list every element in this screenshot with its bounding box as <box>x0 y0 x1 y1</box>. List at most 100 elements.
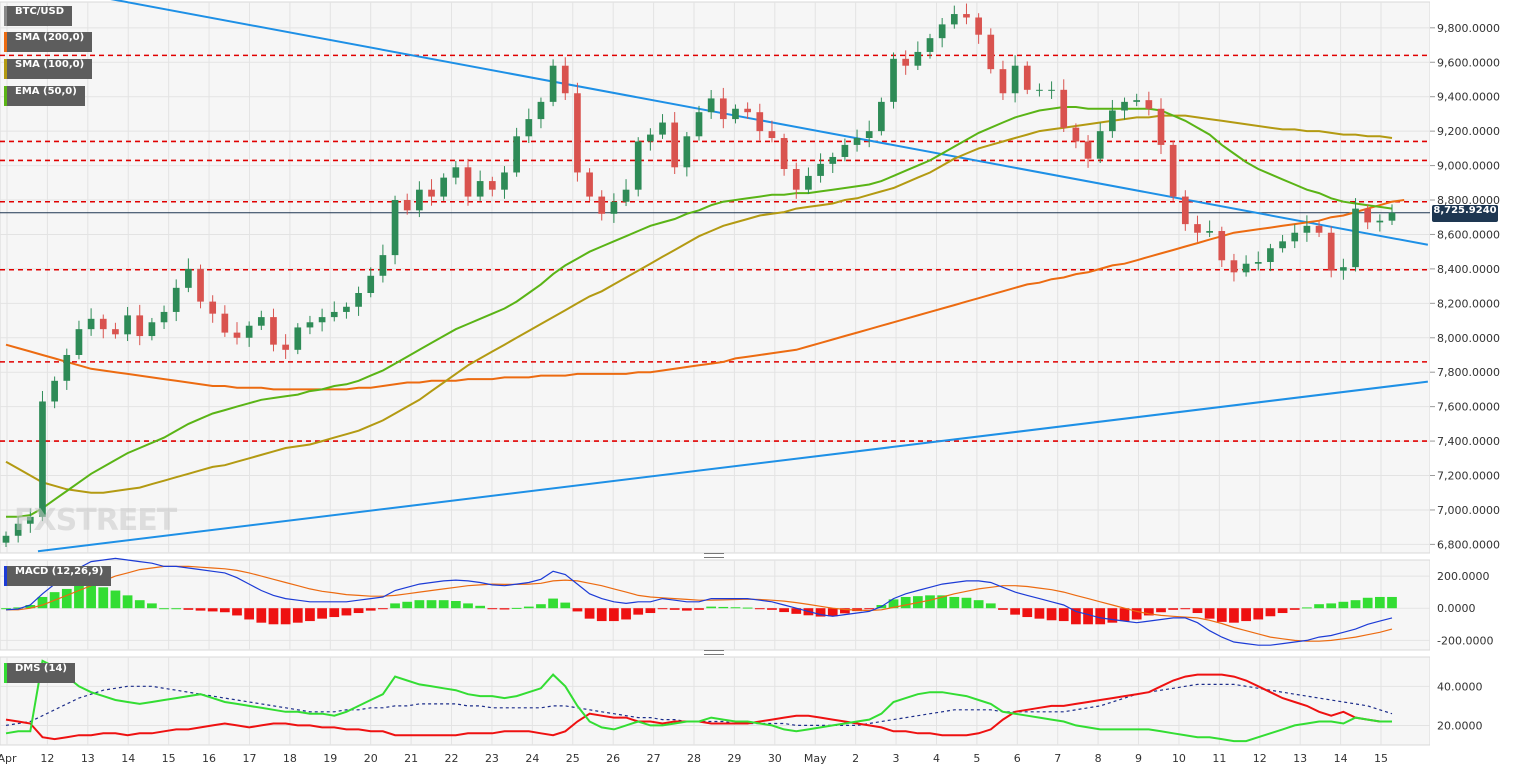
candle-body-59 <box>719 98 727 120</box>
candle-body-92 <box>1121 101 1128 111</box>
macd-hist-bar-111 <box>1350 600 1361 609</box>
macd-hist-bar-44 <box>536 604 546 609</box>
candle-body-39 <box>476 181 484 197</box>
candle-body-54 <box>659 122 666 135</box>
candle-body-77 <box>938 24 946 39</box>
y-tick-label-10: 7,800.0000 <box>1437 366 1500 379</box>
macd-hist-bar-3 <box>37 596 48 609</box>
x-tick-label-29: 10 <box>1172 752 1186 765</box>
macd-hist-bar-48 <box>584 608 595 619</box>
plus-di-line <box>5 659 1392 743</box>
x-tick-label-23: 4 <box>933 752 940 765</box>
candle-body-105 <box>1279 241 1286 249</box>
candle-body-94 <box>1145 100 1153 109</box>
x-tick-label-0: Apr <box>0 752 17 765</box>
candle-body-67 <box>817 163 824 176</box>
macd-hist-bar-77 <box>937 595 948 609</box>
macd-hist-bar-17 <box>207 608 218 612</box>
candle-body-2 <box>26 516 34 524</box>
candle-body-75 <box>914 51 922 66</box>
candle-body-63 <box>768 131 776 139</box>
macd-tick-label-1: 0.0000 <box>1437 602 1476 615</box>
macd-hist-bar-57 <box>694 608 704 610</box>
candle-body-57 <box>695 112 703 137</box>
macd-hist-bar-71 <box>864 608 875 610</box>
dms-tick-label-0: 40.0000 <box>1437 680 1483 693</box>
dms-label[interactable]: DMS (14) <box>4 663 75 683</box>
ema50-label[interactable]: EMA (50,0) <box>4 86 85 106</box>
macd-hist-bar-104 <box>1265 608 1276 617</box>
candle-body-50 <box>610 201 618 214</box>
macd-hist-bar-67 <box>815 608 826 617</box>
candle-body-88 <box>1072 127 1080 142</box>
sma200-label[interactable]: SMA (200,0) <box>4 32 93 52</box>
candle-body-89 <box>1084 141 1092 159</box>
candle-body-96 <box>1169 144 1177 197</box>
macd-hist-bar-59 <box>718 606 729 609</box>
candle-body-29 <box>355 292 362 307</box>
x-tick-label-16: 27 <box>647 752 661 765</box>
current-price-tag: 8,725.9240 <box>1432 205 1498 222</box>
x-tick-label-3: 14 <box>121 752 135 765</box>
candle-body-52 <box>634 141 642 190</box>
candle-body-16 <box>197 268 204 302</box>
x-tick-label-34: 15 <box>1374 752 1388 765</box>
macd-hist-bar-33 <box>402 601 413 609</box>
x-tick-label-7: 18 <box>283 752 297 765</box>
x-tick-label-2: 13 <box>81 752 95 765</box>
x-tick-label-22: 3 <box>893 752 900 765</box>
candle-body-30 <box>367 275 375 293</box>
macd-hist-bar-23 <box>280 608 291 625</box>
candle-body-28 <box>343 306 350 312</box>
y-tick-label-12: 7,400.0000 <box>1437 435 1500 448</box>
macd-hist-bar-40 <box>487 608 498 610</box>
candle-body-25 <box>306 322 314 328</box>
macd-hist-bar-46 <box>560 602 571 609</box>
macd-hist-bar-80 <box>973 600 984 609</box>
macd-hist-bar-87 <box>1058 608 1069 622</box>
x-tick-label-12: 23 <box>485 752 499 765</box>
panel-resize-handle-dms[interactable] <box>704 650 724 655</box>
candle-body-71 <box>865 131 873 139</box>
candle-body-100 <box>1218 231 1226 261</box>
candle-body-9 <box>112 329 119 335</box>
macd-hist-bar-28 <box>341 608 352 616</box>
y-tick-label-3: 9,200.0000 <box>1437 125 1500 138</box>
candle-body-17 <box>209 301 217 314</box>
x-tick-label-30: 11 <box>1212 752 1226 765</box>
candle-body-36 <box>440 177 448 197</box>
candle-body-90 <box>1096 131 1104 159</box>
candle-body-27 <box>330 311 338 318</box>
x-tick-label-33: 14 <box>1334 752 1348 765</box>
candle-body-73 <box>890 58 897 102</box>
candle-body-102 <box>1242 263 1250 273</box>
macd-hist-bar-82 <box>998 608 1008 610</box>
macd-hist-bar-15 <box>183 608 194 610</box>
candle-body-76 <box>926 38 934 52</box>
candle-body-6 <box>75 329 83 355</box>
macd-hist-bar-8 <box>98 587 109 609</box>
macd-label[interactable]: MACD (12,26,9) <box>4 566 112 586</box>
candle-body-10 <box>124 315 131 335</box>
symbol-label[interactable]: BTC/USD <box>4 6 73 26</box>
macd-line <box>5 557 1393 646</box>
macd-hist-bar-69 <box>840 608 850 614</box>
macd-panel-bg <box>0 559 1431 651</box>
macd-hist-bar-26 <box>317 608 327 619</box>
macd-hist-bar-13 <box>159 608 169 610</box>
candle-body-66 <box>805 175 812 190</box>
sma100-label[interactable]: SMA (100,0) <box>4 59 93 79</box>
x-tick-label-20: May <box>804 752 827 765</box>
macd-hist-bar-14 <box>171 608 182 610</box>
panel-resize-handle-macd[interactable] <box>704 553 724 558</box>
candle-body-111 <box>1352 208 1359 268</box>
macd-hist-bar-98 <box>1192 608 1203 614</box>
candle-body-98 <box>1194 224 1201 233</box>
macd-hist-bar-99 <box>1204 608 1215 619</box>
candle-body-86 <box>1048 89 1055 91</box>
candle-body-70 <box>853 138 861 145</box>
candle-body-43 <box>525 119 533 137</box>
candle-body-62 <box>756 112 764 132</box>
macd-hist-bar-68 <box>827 608 838 617</box>
